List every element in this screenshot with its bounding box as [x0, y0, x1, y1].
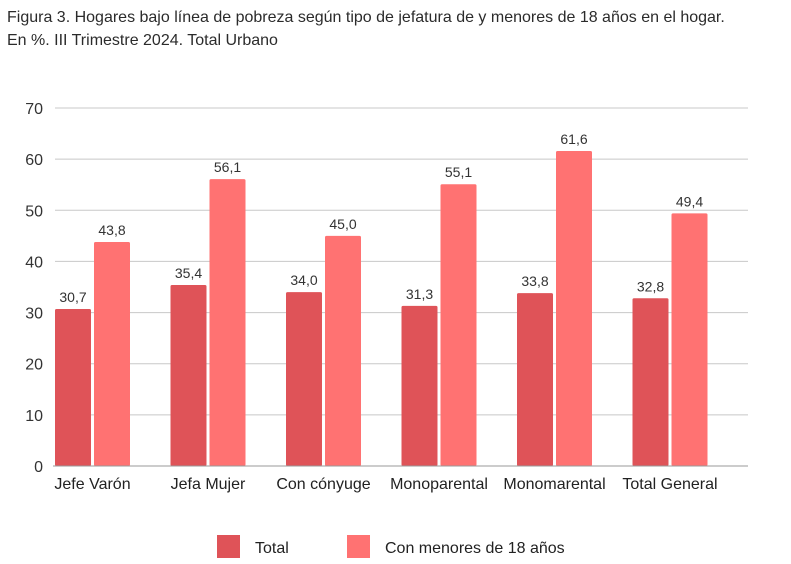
bar-menores-0	[94, 241, 130, 466]
bar-total-5	[632, 298, 669, 466]
x-category-label: Jefa Mujer	[171, 476, 246, 493]
bar-menores-1	[209, 179, 246, 467]
chart-title: Figura 3. Hogares bajo línea de pobreza …	[7, 9, 725, 26]
chart-title-block: Figura 3. Hogares bajo línea de pobreza …	[7, 6, 725, 52]
bar-total-0	[55, 308, 91, 466]
bar-total-2	[286, 292, 322, 466]
y-tick-label: 50	[25, 203, 43, 220]
x-axis: Jefe Varón Jefa Mujer Con cónyuge Monoparen…	[53, 465, 748, 493]
data-label: 45,0	[329, 216, 356, 232]
bar-total-1	[170, 284, 207, 466]
bar-total-4	[517, 293, 553, 466]
y-tick-label: 30	[25, 306, 43, 323]
bars: 30,7 43,8 35,4 56,1 34,0 45,0 31,3 55,1 33,8 61,6…	[55, 131, 708, 467]
legend-swatch	[217, 535, 240, 558]
data-label: 56,1	[214, 159, 241, 175]
data-label: 61,6	[560, 131, 587, 147]
data-label: 31,3	[406, 286, 433, 302]
y-tick-label: 10	[25, 408, 43, 425]
x-category-label: Monomarental	[503, 476, 605, 493]
chart-subtitle: En %. III Trimestre 2024. Total Urbano	[7, 32, 278, 49]
y-tick-label: 60	[25, 152, 43, 169]
bar-menores-4	[556, 150, 592, 466]
x-category-label: Monoparental	[390, 476, 488, 493]
bar-menores-2	[325, 235, 361, 466]
bar-menores-3	[440, 184, 477, 466]
y-axis: 0 10 20 30 40 50 60 70	[25, 101, 43, 476]
data-label: 34,0	[290, 272, 317, 288]
data-label: 55,1	[445, 164, 472, 180]
data-label: 35,4	[175, 265, 202, 281]
x-category-label: Jefe Varón	[54, 476, 130, 493]
bar-total-3	[401, 305, 438, 466]
y-tick-label: 0	[34, 459, 43, 476]
data-label: 49,4	[676, 193, 703, 209]
y-tick-label: 40	[25, 254, 43, 271]
y-tick-label: 70	[25, 101, 43, 118]
legend: Total Con menores de 18 años	[217, 535, 565, 558]
data-label: 33,8	[521, 273, 548, 289]
x-category-label: Con cónyuge	[276, 476, 370, 493]
data-label: 43,8	[98, 222, 125, 238]
data-label: 32,8	[637, 278, 664, 294]
bar-menores-5	[671, 213, 708, 466]
legend-swatch	[347, 535, 370, 558]
legend-label: Total	[255, 540, 289, 557]
legend-label: Con menores de 18 años	[385, 540, 565, 557]
x-category-label: Total General	[622, 476, 717, 493]
data-label: 30,7	[59, 289, 86, 305]
y-tick-label: 20	[25, 357, 43, 374]
